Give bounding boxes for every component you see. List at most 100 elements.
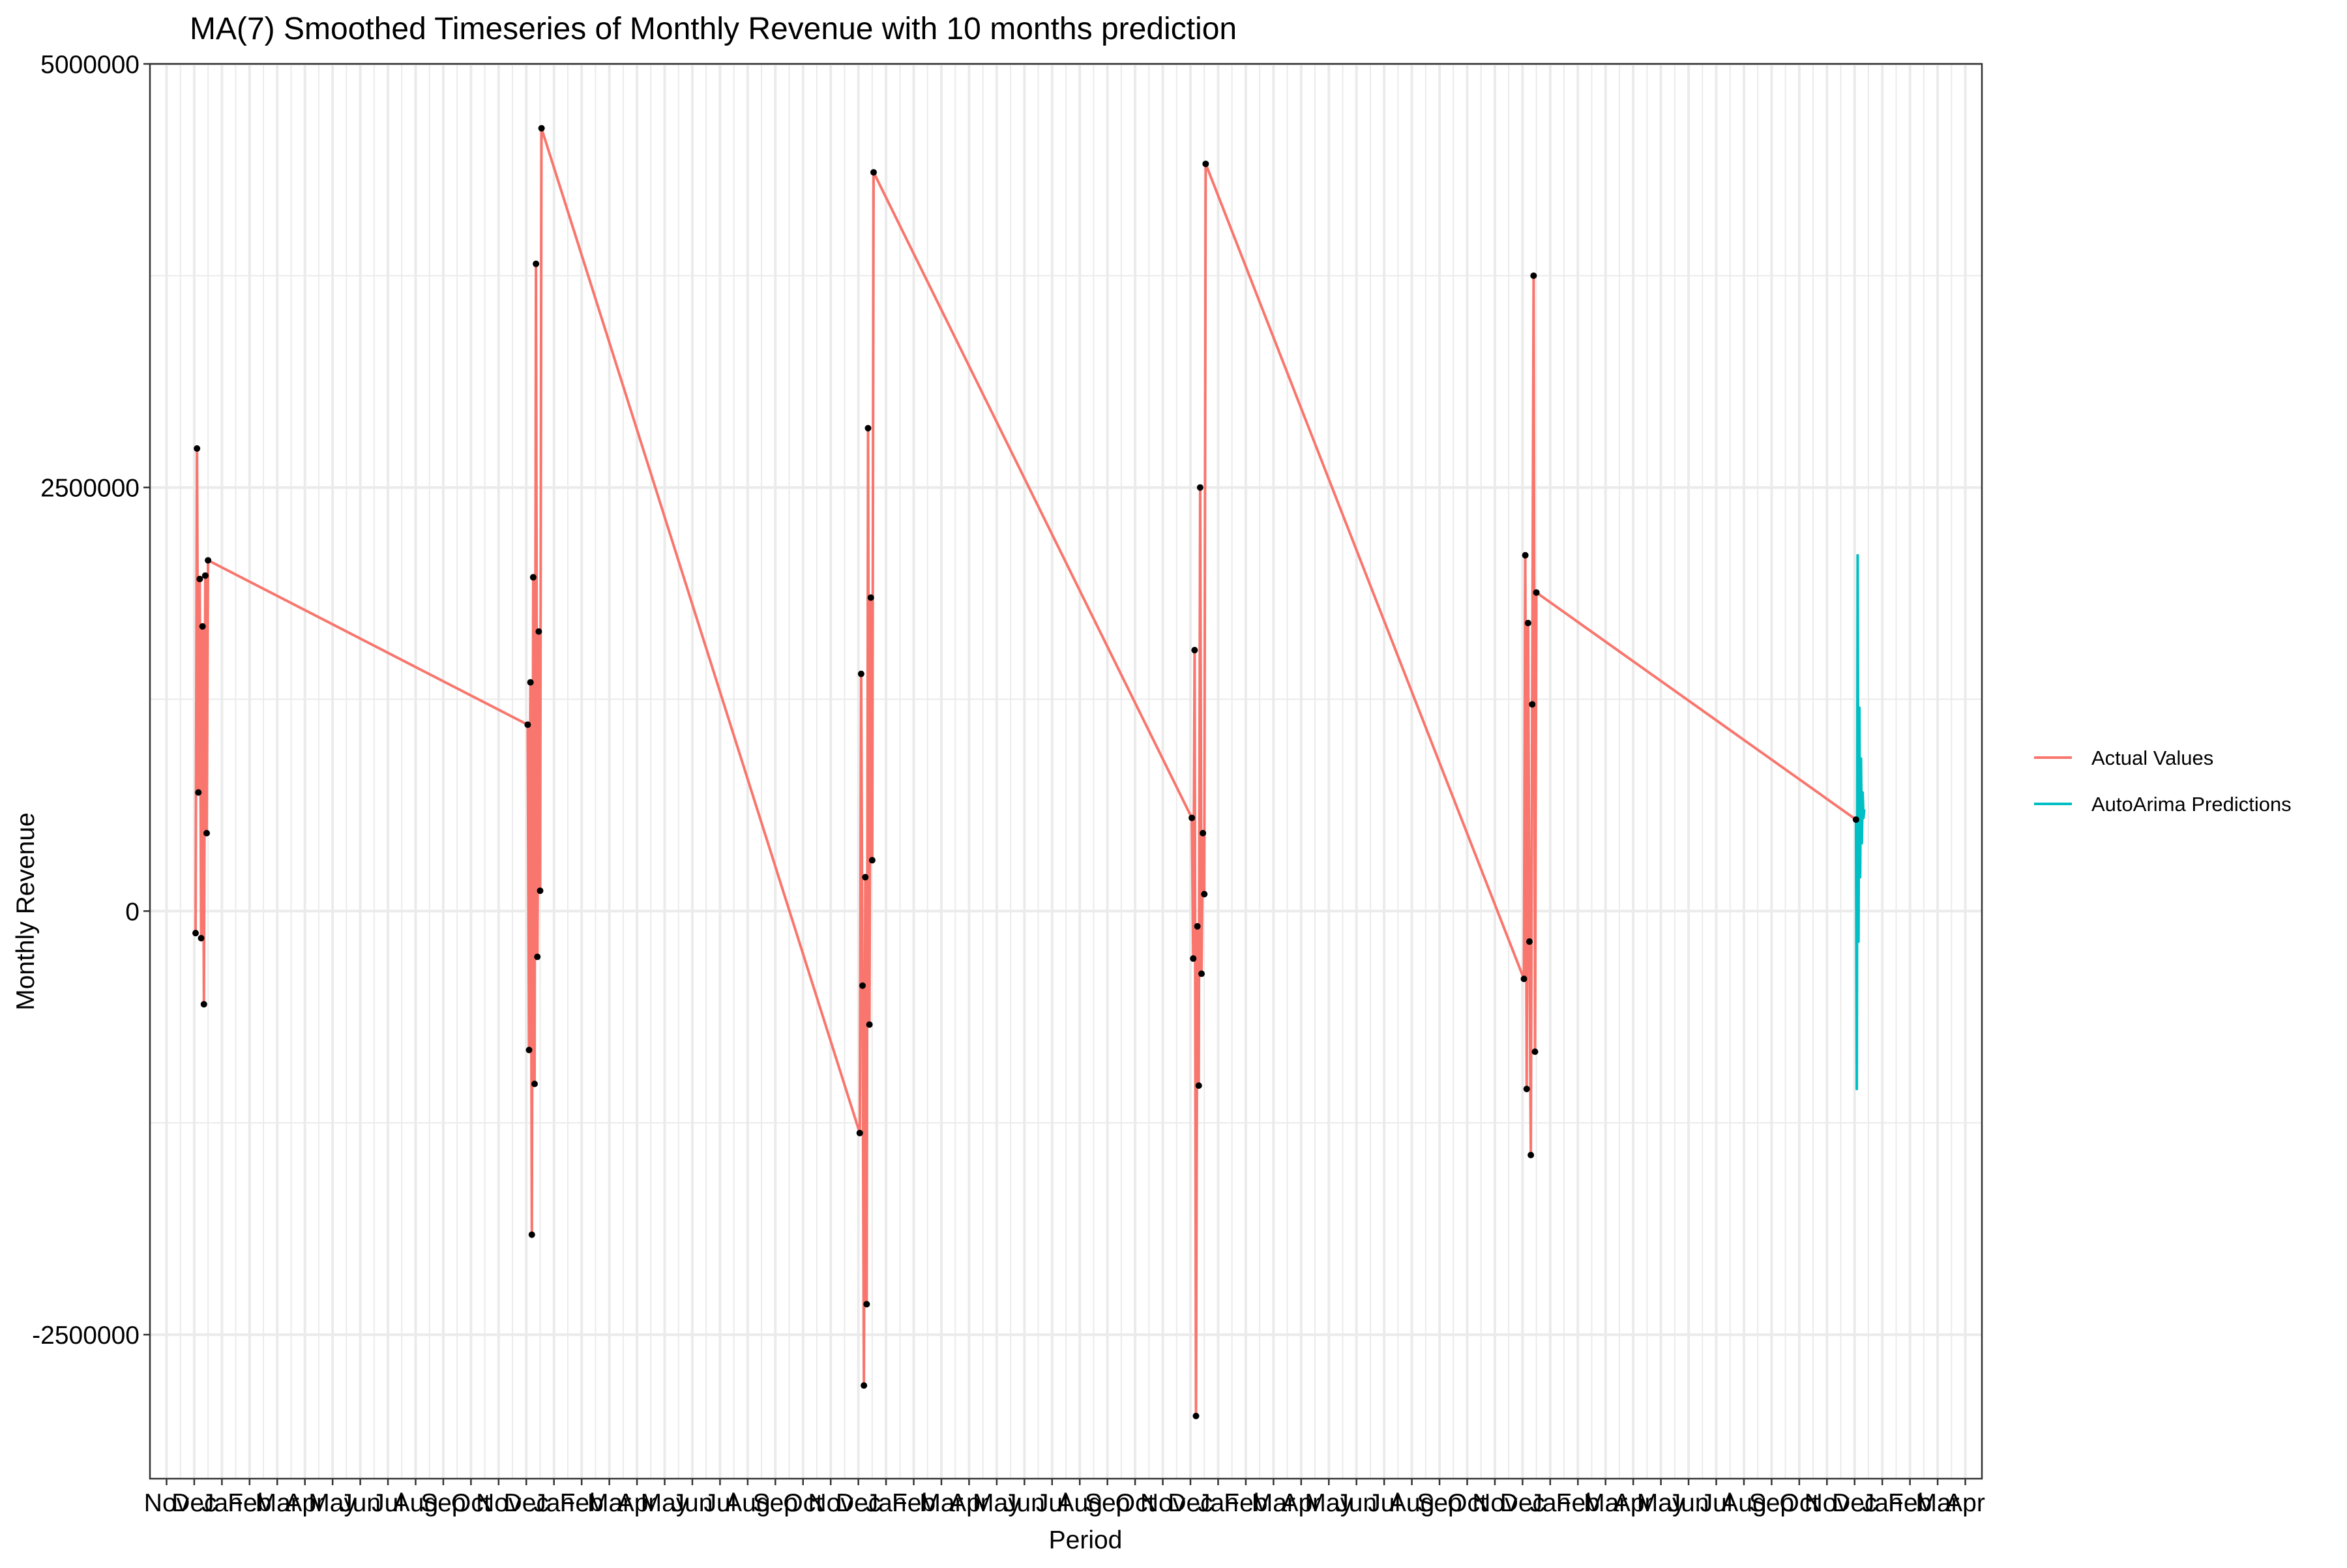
x-tick-label: Oct (451, 1489, 491, 1517)
data-point (1531, 1048, 1539, 1056)
x-tick-label: May (641, 1489, 689, 1517)
series-lines (194, 126, 1866, 1417)
y-tick-label: 0 (125, 898, 140, 926)
data-point (201, 572, 209, 579)
data-point (535, 628, 542, 635)
data-point (1528, 1151, 1535, 1159)
x-tick-label: Apr (285, 1489, 325, 1517)
series-line-autoarima-predictions (1854, 554, 1866, 1091)
data-point (194, 445, 201, 452)
x-tick-label: Aug (1389, 1489, 1434, 1517)
x-tick-label: Dec (504, 1489, 549, 1517)
data-point (534, 953, 541, 960)
data-point (1190, 955, 1197, 962)
data-point (1529, 701, 1536, 708)
x-tick-label: Mar (587, 1489, 631, 1517)
data-point (199, 623, 206, 630)
x-tick-label: Jul (703, 1489, 736, 1517)
grid-lines (150, 63, 1982, 1479)
x-tick-label: Dec (1168, 1489, 1213, 1517)
x-axis-label: Period (1049, 1526, 1123, 1554)
data-point (533, 260, 540, 267)
x-tick-label: Aug (1721, 1489, 1766, 1517)
x-tick-label: Jun (1668, 1489, 1709, 1517)
data-point (1195, 1082, 1202, 1089)
x-tick-label: Mar (1584, 1489, 1627, 1517)
x-tick-label: May (308, 1489, 357, 1517)
legend-label: AutoArima Predictions (2091, 793, 2292, 816)
legend: Actual Values AutoArima Predictions (2034, 747, 2292, 816)
x-tick-label: Dec (1832, 1489, 1877, 1517)
x-tick-label: Jul (372, 1489, 404, 1517)
data-point (866, 1021, 873, 1028)
data-point (859, 982, 866, 989)
x-tick-label: Oct (1780, 1489, 1820, 1517)
data-point (1533, 589, 1540, 596)
data-point (1523, 1086, 1530, 1093)
x-tick-label: Apr (1945, 1489, 1985, 1517)
x-tick-label: Dec (1500, 1489, 1545, 1517)
data-point (1198, 970, 1205, 977)
x-tick-label: Oct (1115, 1489, 1155, 1517)
x-tick-label: Mar (1252, 1489, 1295, 1517)
data-point (203, 829, 211, 836)
data-point (1526, 938, 1533, 945)
x-tick-label: Mar (256, 1489, 299, 1517)
x-tick-label: Jan (1529, 1489, 1571, 1517)
legend-label: Actual Values (2091, 747, 2213, 769)
x-tick-label: Jul (1700, 1489, 1733, 1517)
data-point (1522, 552, 1529, 559)
y-tick-label: 5000000 (40, 51, 140, 79)
x-tick-label: Jul (1036, 1489, 1069, 1517)
data-point (525, 1046, 533, 1054)
x-tick-label: Aug (725, 1489, 770, 1517)
data-point (1200, 829, 1207, 836)
x-tick-label: May (1637, 1489, 1685, 1517)
data-point (196, 576, 203, 583)
data-point (528, 1231, 535, 1238)
x-tick-label: Sep (421, 1489, 465, 1517)
x-tick-label: Jul (1368, 1489, 1400, 1517)
x-tick-label: Nov (1140, 1489, 1186, 1517)
data-point (537, 887, 544, 895)
x-tick-label: Jan (1198, 1489, 1239, 1517)
x-tick-label: Oct (1447, 1489, 1487, 1517)
data-point (856, 1129, 863, 1136)
data-point (863, 1301, 870, 1308)
x-tick-label: Jan (866, 1489, 907, 1517)
data-point (861, 1382, 868, 1389)
x-tick-label: Jan (533, 1489, 574, 1517)
x-tick-label: May (973, 1489, 1021, 1517)
y-tick-label: 2500000 (40, 475, 140, 503)
x-tick-label: Apr (1281, 1489, 1321, 1517)
series-line-actual-values (194, 126, 1857, 1417)
x-tick-label: Apr (949, 1489, 989, 1517)
x-tick-label: Sep (753, 1489, 798, 1517)
data-point (192, 930, 199, 937)
data-point (1194, 923, 1201, 930)
x-tick-label: Oct (783, 1489, 823, 1517)
data-point (1191, 647, 1198, 654)
data-point (1852, 816, 1859, 823)
x-tick-label: Sep (1749, 1489, 1794, 1517)
x-tick-label: Nov (1805, 1489, 1850, 1517)
x-tick-label: Feb (1888, 1489, 1932, 1517)
x-tick-label: Dec (836, 1489, 881, 1517)
x-tick-label: Nov (476, 1489, 522, 1517)
x-tick-label: Feb (1556, 1489, 1600, 1517)
x-tick-label: Sep (1417, 1489, 1462, 1517)
x-tick-label: Jan (1862, 1489, 1903, 1517)
x-tick-label: Aug (393, 1489, 438, 1517)
data-point (538, 125, 545, 132)
data-point (527, 679, 534, 686)
x-tick-label: Jun (1336, 1489, 1377, 1517)
data-point (1202, 160, 1209, 168)
data-point (857, 670, 864, 677)
data-point (1192, 1412, 1200, 1419)
data-point (1188, 814, 1196, 821)
x-tick-label: Feb (1224, 1489, 1267, 1517)
x-tick-label: Aug (1057, 1489, 1102, 1517)
data-point (864, 424, 872, 432)
x-tick-label: Dec (171, 1489, 216, 1517)
